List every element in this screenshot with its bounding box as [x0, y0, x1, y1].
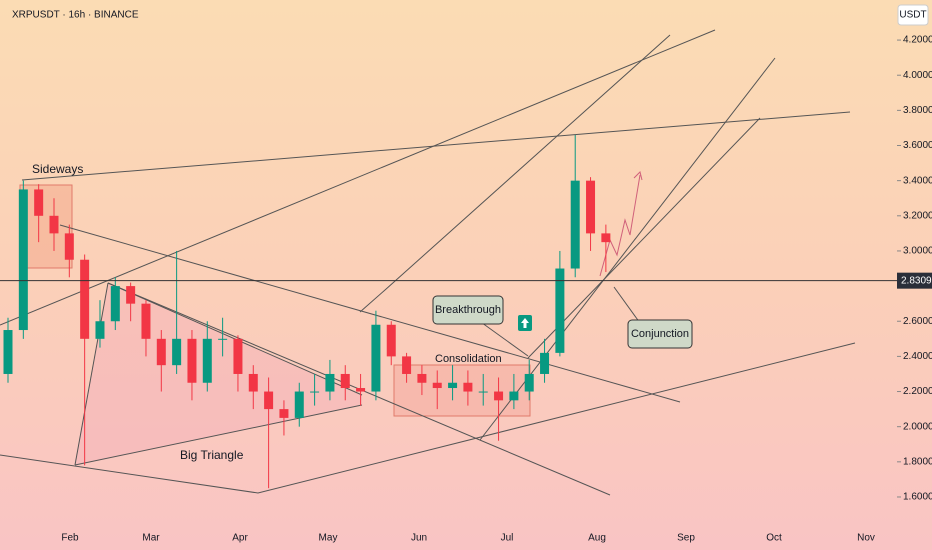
- candle-body: [340, 373, 350, 389]
- candle-body: [233, 338, 243, 374]
- candle-body: [187, 338, 197, 383]
- candle-body: [402, 356, 412, 374]
- y-tick-label: 3.8000: [903, 105, 932, 116]
- candle-body: [248, 373, 258, 392]
- consolidation-box: [393, 364, 531, 417]
- trend-line: [74, 282, 109, 466]
- callout-box: [627, 319, 693, 349]
- candle-body: [310, 391, 320, 393]
- candle-body: [463, 382, 473, 392]
- candle-body: [386, 324, 396, 357]
- annotation: Consolidation: [435, 353, 502, 365]
- trend-line: [59, 224, 681, 403]
- trend-line: [0, 29, 716, 326]
- x-tick-label: Mar: [142, 533, 160, 544]
- currency-box: [897, 4, 929, 26]
- candle-body: [570, 180, 580, 269]
- projection-arrow: [633, 171, 643, 181]
- y-tick-label: 2.6000: [903, 316, 932, 327]
- candle-body: [18, 189, 28, 331]
- annotation: Big Triangle: [180, 448, 244, 462]
- x-tick-label: Nov: [857, 533, 875, 544]
- candle-body: [264, 391, 274, 410]
- y-tick-label: 2.0000: [903, 421, 932, 432]
- candle-body: [371, 324, 381, 392]
- x-tick-label: Jul: [501, 533, 514, 544]
- y-tick-label: 3.6000: [903, 140, 932, 151]
- candle-body: [294, 391, 304, 418]
- callout-line: [477, 319, 529, 357]
- candle-body: [448, 382, 458, 389]
- y-tick-label: 3.2000: [903, 210, 932, 221]
- candle-body: [218, 338, 228, 340]
- candle-body: [555, 268, 565, 353]
- annotation: Conjunction: [631, 328, 689, 340]
- annotation: Sideways: [32, 162, 83, 176]
- candle-body: [524, 373, 534, 392]
- y-tick-label: 3.0000: [903, 246, 932, 257]
- callout-line: [613, 286, 641, 324]
- x-tick-label: Apr: [232, 533, 248, 544]
- candle-body: [141, 303, 151, 339]
- symbol-title: XRPUSDT · 16h · BINANCE: [12, 10, 139, 21]
- trend-line: [21, 111, 851, 181]
- candle-body: [95, 321, 105, 339]
- currency: USDT: [899, 10, 926, 21]
- candle-body: [325, 373, 335, 392]
- x-tick-label: Jun: [411, 533, 427, 544]
- candle-body: [34, 189, 44, 216]
- trend-line: [74, 404, 363, 466]
- x-tick-label: Feb: [61, 533, 79, 544]
- candle-body: [417, 373, 427, 383]
- x-tick-label: May: [319, 533, 338, 544]
- candle-body: [478, 391, 488, 393]
- projection: [599, 174, 641, 277]
- price-label: 2.8309: [901, 275, 932, 286]
- trend-line: [0, 342, 856, 494]
- candle-body: [432, 382, 442, 389]
- candle-body: [540, 352, 550, 374]
- y-tick-label: 4.2000: [903, 35, 932, 46]
- x-tick-label: Sep: [677, 533, 695, 544]
- candle-body: [494, 391, 504, 401]
- candle-body: [509, 391, 519, 401]
- y-tick-label: 4.0000: [903, 70, 932, 81]
- candle-body: [3, 330, 13, 374]
- candle-body: [110, 286, 120, 322]
- trend-line: [527, 117, 761, 359]
- candle-body: [202, 338, 212, 383]
- callout-box: [432, 295, 504, 325]
- candle-body: [172, 338, 182, 366]
- annotation: Breakthrough: [435, 304, 501, 316]
- candle-body: [356, 388, 366, 392]
- candle-body: [586, 180, 596, 234]
- candle-body: [64, 233, 74, 260]
- y-tick-label: 1.6000: [903, 492, 932, 503]
- x-tick-label: Aug: [588, 533, 606, 544]
- y-tick-label: 1.8000: [903, 456, 932, 467]
- x-tick-label: Oct: [766, 533, 782, 544]
- candle-body: [279, 409, 289, 418]
- y-tick-label: 2.2000: [903, 386, 932, 397]
- candle-body: [126, 286, 136, 304]
- candle-body: [156, 338, 166, 366]
- candle-body: [49, 215, 59, 234]
- sideways-box: [19, 184, 73, 269]
- up-arrow: [521, 318, 529, 328]
- candle-body: [601, 233, 611, 243]
- candle-body: [80, 259, 90, 339]
- y-tick-label: 3.4000: [903, 175, 932, 186]
- y-tick-label: 2.4000: [903, 351, 932, 362]
- trend-line: [359, 34, 671, 313]
- price-label-box: [897, 272, 932, 289]
